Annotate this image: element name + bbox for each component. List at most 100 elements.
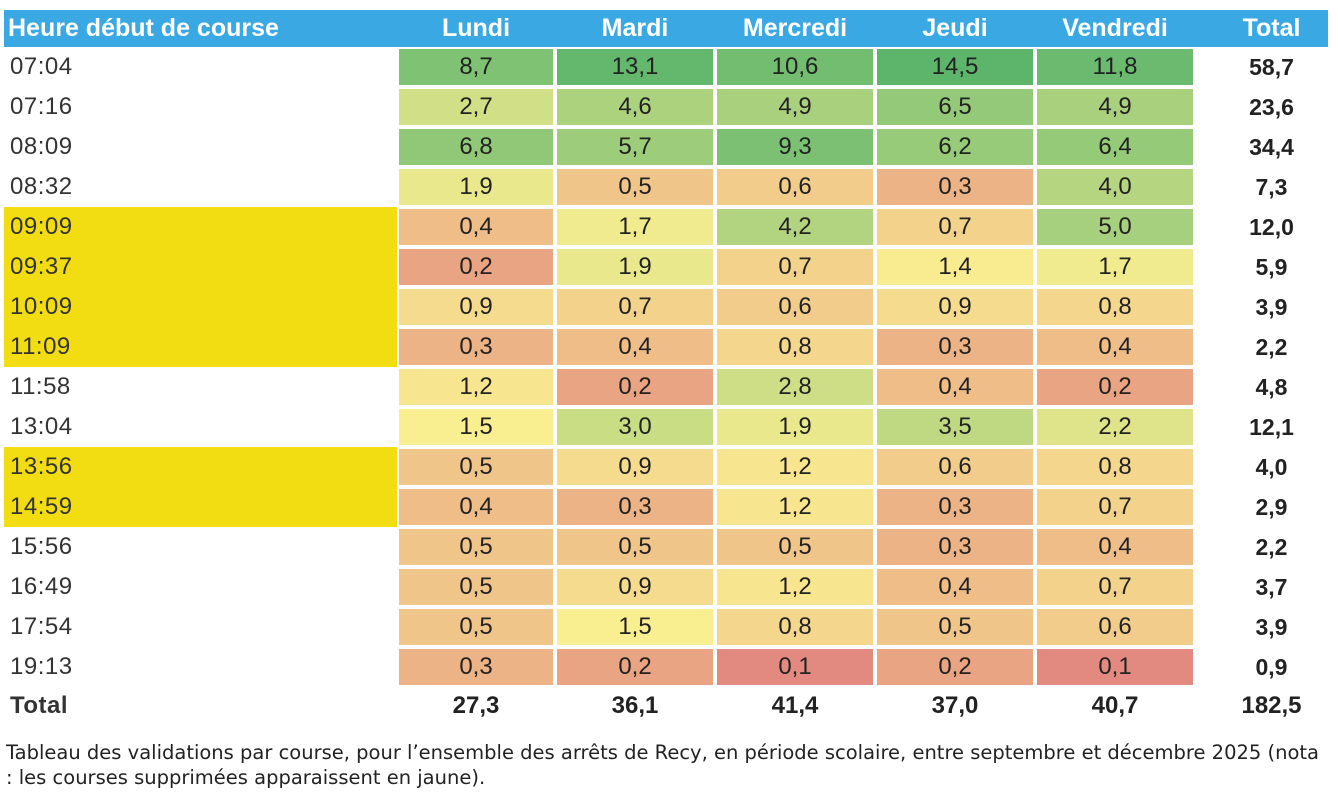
row-total: 3,9: [1255, 613, 1288, 640]
header-lundi: Lundi: [397, 10, 555, 47]
heatmap-cell: 4,6: [555, 87, 715, 127]
heatmap-cell: 0,3: [875, 487, 1035, 527]
heatmap-cell: 3,5: [875, 407, 1035, 447]
heatmap-cell: 13,1: [555, 47, 715, 87]
table-row: 17:54 0,5 1,5 0,8 0,5 0,6 3,9: [4, 607, 1328, 647]
heatmap-cell: 0,5: [397, 527, 555, 567]
heatmap-cell: 0,4: [555, 327, 715, 367]
column-gap: [1195, 127, 1215, 167]
table-row: 08:09 6,8 5,7 9,3 6,2 6,4 34,4: [4, 127, 1328, 167]
heatmap-cell: 0,3: [555, 487, 715, 527]
heatmap-cell: 0,5: [397, 607, 555, 647]
heatmap-cell: 1,9: [397, 167, 555, 207]
heatmap-cell: 0,7: [1035, 487, 1195, 527]
heatmap-cell: 0,3: [875, 167, 1035, 207]
row-start-time: 14:59: [4, 487, 397, 527]
heatmap-cell: 0,4: [397, 207, 555, 247]
row-total: 0,9: [1255, 653, 1288, 680]
column-gap: [1195, 247, 1215, 287]
row-total: 34,4: [1249, 133, 1294, 160]
row-total: 7,3: [1255, 173, 1288, 200]
row-start-time: 10:09: [4, 287, 397, 327]
column-gap: [1195, 607, 1215, 647]
row-total: 58,7: [1249, 53, 1294, 80]
heatmap-cell: 0,5: [555, 167, 715, 207]
heatmap-cell: 8,7: [397, 47, 555, 87]
table-row: 10:09 0,9 0,7 0,6 0,9 0,8 3,9: [4, 287, 1328, 327]
row-total: 4,0: [1255, 453, 1288, 480]
heatmap-cell: 4,0: [1035, 167, 1195, 207]
row-total: 4,8: [1255, 373, 1288, 400]
heatmap-cell: 0,9: [555, 447, 715, 487]
heatmap-cell: 2,8: [715, 367, 875, 407]
heatmap-cell: 0,4: [397, 487, 555, 527]
row-total: 12,0: [1249, 213, 1294, 240]
column-total: 27,3: [452, 692, 500, 719]
header-vendredi: Vendredi: [1035, 10, 1195, 47]
heatmap-cell: 0,7: [1035, 567, 1195, 607]
column-gap: [1195, 167, 1215, 207]
table-row: 13:56 0,5 0,9 1,2 0,6 0,8 4,0: [4, 447, 1328, 487]
table-row: 09:09 0,4 1,7 4,2 0,7 5,0 12,0: [4, 207, 1328, 247]
column-gap: [1195, 527, 1215, 567]
heatmap-cell: 4,9: [715, 87, 875, 127]
heatmap-cell: 2,2: [1035, 407, 1195, 447]
heatmap-cell: 0,4: [875, 567, 1035, 607]
column-gap: [1195, 287, 1215, 327]
heatmap-cell: 6,4: [1035, 127, 1195, 167]
row-total: 2,9: [1255, 493, 1288, 520]
column-total: 37,0: [931, 692, 979, 719]
table-row: 09:37 0,2 1,9 0,7 1,4 1,7 5,9: [4, 247, 1328, 287]
heatmap-cell: 0,3: [397, 647, 555, 687]
row-start-time: 16:49: [10, 573, 73, 600]
heatmap-cell: 0,5: [715, 527, 875, 567]
table-row: 11:58 1,2 0,2 2,8 0,4 0,2 4,8: [4, 367, 1328, 407]
row-start-time: 11:09: [4, 327, 397, 367]
header-row: Heure début de course Lundi Mardi Mercre…: [4, 10, 1328, 47]
table-row: 07:04 8,7 13,1 10,6 14,5 11,8 58,7: [4, 47, 1328, 87]
heatmap-cell: 5,0: [1035, 207, 1195, 247]
heatmap-cell: 1,2: [397, 367, 555, 407]
heatmap-cell: 1,7: [555, 207, 715, 247]
heatmap-cell: 0,8: [1035, 287, 1195, 327]
heatmap-cell: 0,2: [397, 247, 555, 287]
row-total: 3,7: [1255, 573, 1288, 600]
row-start-time: 15:56: [10, 533, 73, 560]
heatmap-cell: 0,9: [875, 287, 1035, 327]
row-start-time: 09:37: [4, 247, 397, 287]
heatmap-cell: 1,5: [397, 407, 555, 447]
table-caption: Tableau des validations par course, pour…: [6, 741, 1319, 789]
row-start-time: 11:58: [10, 373, 71, 400]
row-start-time: 08:32: [10, 173, 73, 200]
heatmap-cell: 0,6: [1035, 607, 1195, 647]
row-start-time: 07:04: [10, 53, 73, 80]
heatmap-cell: 6,5: [875, 87, 1035, 127]
row-total: 12,1: [1249, 413, 1294, 440]
heatmap-cell: 1,2: [715, 447, 875, 487]
heatmap-cell: 0,2: [1035, 367, 1195, 407]
column-gap: [1195, 687, 1215, 725]
heatmap-cell: 0,2: [555, 647, 715, 687]
column-total: 36,1: [611, 692, 659, 719]
heatmap-cell: 4,9: [1035, 87, 1195, 127]
heatmap-cell: 1,2: [715, 567, 875, 607]
heatmap-cell: 11,8: [1035, 47, 1195, 87]
header-gap: [1195, 10, 1215, 47]
heatmap-cell: 0,7: [555, 287, 715, 327]
column-total: 40,7: [1091, 692, 1139, 719]
grand-total: 182,5: [1241, 692, 1302, 719]
heatmap-cell: 6,2: [875, 127, 1035, 167]
heatmap-cell: 0,5: [555, 527, 715, 567]
header-jeudi: Jeudi: [875, 10, 1035, 47]
heatmap-cell: 2,7: [397, 87, 555, 127]
heatmap-cell: 0,4: [1035, 527, 1195, 567]
column-gap: [1195, 367, 1215, 407]
heatmap-cell: 0,1: [715, 647, 875, 687]
table-row: 11:09 0,3 0,4 0,8 0,3 0,4 2,2: [4, 327, 1328, 367]
row-start-time: 08:09: [10, 133, 73, 160]
table-row: 14:59 0,4 0,3 1,2 0,3 0,7 2,9: [4, 487, 1328, 527]
row-start-time: 07:16: [10, 93, 73, 120]
row-total: 5,9: [1255, 253, 1288, 280]
column-gap: [1195, 47, 1215, 87]
row-start-time: 17:54: [10, 613, 73, 640]
